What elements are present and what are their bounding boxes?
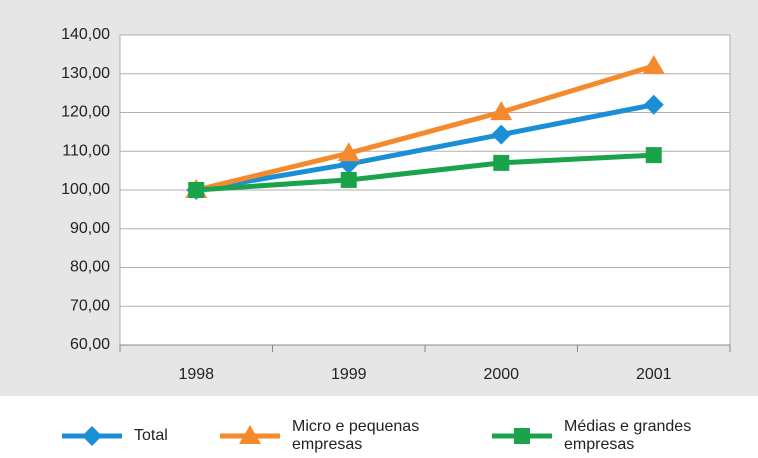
y-tick-label: 60,00	[70, 336, 110, 353]
y-tick-label: 100,00	[61, 181, 110, 198]
y-tick-label: 130,00	[61, 65, 110, 82]
legend-swatch	[220, 425, 280, 444]
marker	[239, 425, 261, 444]
marker	[337, 142, 360, 162]
series-line	[195, 63, 655, 193]
y-tick-label: 90,00	[70, 220, 110, 237]
legend-item: Micro e pequenas empresas	[218, 414, 447, 458]
marker	[82, 426, 102, 446]
marker	[491, 124, 512, 145]
y-tick-label: 80,00	[70, 259, 110, 276]
marker	[643, 94, 664, 115]
y-tick-label: 70,00	[70, 297, 110, 314]
legend-swatch	[62, 426, 122, 446]
legend-label: Médias e grandes empresas	[564, 418, 692, 453]
legend-label: Total	[134, 427, 168, 444]
marker	[340, 171, 357, 188]
x-tick-label: 2000	[483, 366, 519, 383]
axes	[119, 344, 731, 352]
marker	[642, 55, 665, 74]
legend-item: Médias e grandes empresas	[490, 414, 734, 458]
marker	[188, 182, 205, 198]
x-tick-label: 1999	[331, 366, 367, 383]
y-tick-label: 120,00	[61, 104, 110, 121]
marker	[514, 428, 530, 444]
legend-label: Micro e pequenas empresas	[292, 418, 420, 453]
series-line	[195, 102, 655, 193]
marker	[490, 101, 513, 121]
y-tick-label: 110,00	[62, 142, 110, 159]
marker	[645, 147, 662, 164]
y-tick-label: 140,00	[61, 26, 110, 43]
x-tick-label: 1998	[178, 366, 214, 383]
legend-swatch	[492, 428, 552, 444]
legend-item: Total	[60, 414, 194, 458]
marker	[493, 154, 510, 171]
series-line	[196, 152, 654, 193]
x-tick-label: 2001	[636, 366, 672, 383]
